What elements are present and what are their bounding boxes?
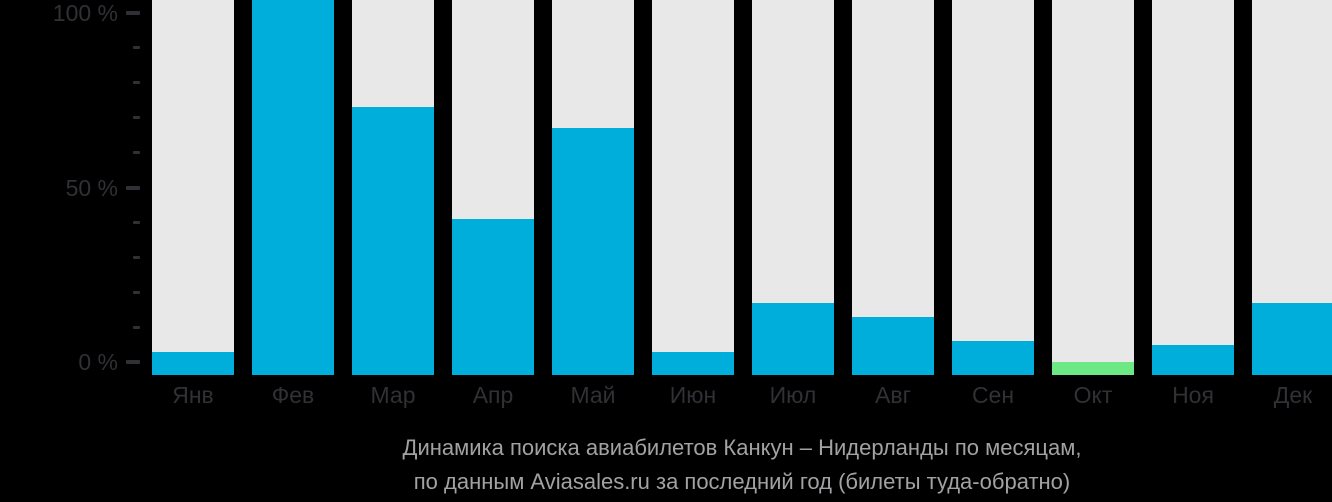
y-tick-major-dash <box>126 11 140 15</box>
y-tick-label: 100 % <box>52 0 118 26</box>
bar-fill <box>552 128 634 375</box>
bar-column[interactable] <box>752 0 834 375</box>
x-tick-label: Май <box>570 382 616 408</box>
x-tick-label: Июл <box>769 382 817 408</box>
x-tick-label: Июн <box>669 382 717 408</box>
bar-column[interactable] <box>252 0 334 375</box>
bar-column[interactable] <box>952 0 1034 375</box>
bar-fill <box>252 0 334 375</box>
bar-fill <box>1252 303 1332 375</box>
y-axis: 0 % 50 % 100 % <box>0 0 152 375</box>
bar-column[interactable] <box>1252 0 1332 375</box>
bar-track <box>1152 0 1234 375</box>
y-tick-label: 50 % <box>65 174 118 201</box>
y-tick-minor-dash <box>133 220 140 224</box>
x-tick-label: Сен <box>971 382 1015 408</box>
x-tick-label: Ноя <box>1172 382 1214 408</box>
bar-track <box>852 0 934 375</box>
chart-title: Динамика поиска авиабилетов Канкун – Нид… <box>152 431 1332 499</box>
x-tick-label: Апр <box>472 382 514 408</box>
bar-column[interactable] <box>152 0 234 375</box>
bar-track <box>152 0 234 375</box>
bar-column[interactable] <box>352 0 434 375</box>
y-tick-minor-dash <box>133 151 140 155</box>
bar-fill <box>152 352 234 375</box>
bar-track <box>1052 0 1134 375</box>
bar-fill <box>452 219 534 375</box>
bar-column[interactable] <box>852 0 934 375</box>
x-axis: Янв Фев Мар Апр Май Июн Июл Авг Сен Окт Ноя Дек <box>152 380 1332 410</box>
bar-column[interactable] <box>652 0 734 375</box>
bar-track <box>652 0 734 375</box>
y-tick-minor-dash <box>133 116 140 120</box>
y-tick-major-dash <box>126 185 140 190</box>
x-tick-label: Янв <box>172 382 214 408</box>
bar-fill <box>752 303 834 375</box>
y-tick-minor-dash <box>133 255 140 259</box>
bar-fill <box>852 317 934 375</box>
x-tick-label: Мар <box>370 382 416 408</box>
bar-fill <box>352 107 434 375</box>
bar-fill <box>652 352 734 375</box>
title-line-2: по данным Aviasales.ru за последний год … <box>413 469 1071 494</box>
bar-column[interactable] <box>1052 0 1134 375</box>
x-tick-label: Окт <box>1073 382 1113 408</box>
bar-column[interactable] <box>1152 0 1234 375</box>
bar-column[interactable] <box>552 0 634 375</box>
y-tick-major-dash <box>126 360 140 364</box>
x-tick-label: Фев <box>271 382 315 408</box>
title-line-1: Динамика поиска авиабилетов Канкун – Нид… <box>402 435 1082 460</box>
bar-track <box>952 0 1034 375</box>
y-tick-minor-dash <box>133 81 140 85</box>
bar-column[interactable] <box>452 0 534 375</box>
y-tick-minor-dash <box>133 290 140 294</box>
y-tick-label: 0 % <box>78 349 118 375</box>
x-tick-label: Дек <box>1273 382 1313 408</box>
plot-area <box>152 0 1332 375</box>
x-tick-label: Авг <box>875 382 911 408</box>
bar-fill <box>952 341 1034 375</box>
y-tick-minor-dash <box>133 46 140 50</box>
y-tick-minor-dash <box>133 325 140 329</box>
bar-fill <box>1052 362 1134 375</box>
plot: 0 % 50 % 100 % <box>0 0 1332 375</box>
bar-fill <box>1152 345 1234 375</box>
